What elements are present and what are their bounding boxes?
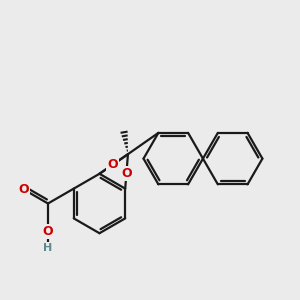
Text: O: O	[18, 183, 29, 196]
Text: O: O	[121, 167, 132, 180]
Text: O: O	[43, 225, 53, 238]
Text: H: H	[44, 243, 52, 253]
Text: O: O	[107, 158, 118, 172]
